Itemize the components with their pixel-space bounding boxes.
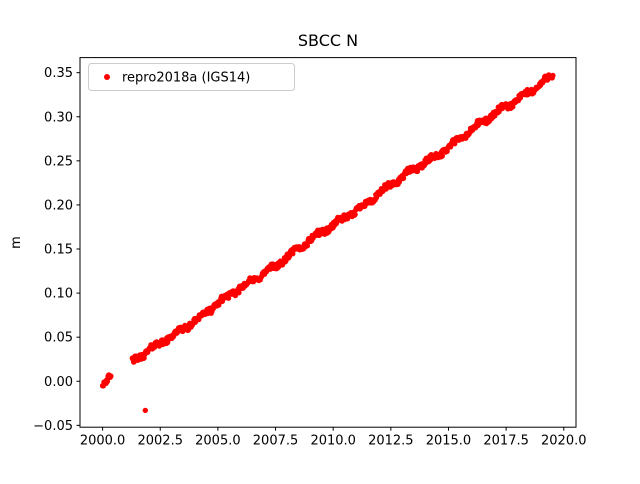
data-point [550,72,556,79]
outlier-point [142,407,148,414]
y-tick-label: −0.05 [33,419,73,434]
x-tick-label: 2002.5 [137,434,183,449]
y-tick-label: 0.00 [44,375,73,390]
y-tick-label: 0.05 [44,331,73,346]
data-point [225,295,232,301]
data-point [290,251,296,257]
plot-area: 2000.0 2002.5 2005.0 2007.5 2010.0 2012.5 2015… [33,57,587,449]
legend-box [88,63,295,91]
data-point [352,211,358,218]
data-point [439,153,445,159]
y-tick-label: 0.25 [44,154,73,169]
x-tick-label: 2020.0 [541,434,587,449]
legend-label: repro2018a (IGS14) [122,71,250,86]
legend-marker-icon [104,74,110,80]
x-tick-label: 2017.5 [483,434,529,449]
y-tick-label: 0.20 [44,198,73,213]
x-tick-label: 2012.5 [368,434,414,449]
y-axis-label: m [9,236,24,249]
x-tick-label: 2010.0 [310,434,356,449]
x-tick-label: 2005.0 [195,434,241,449]
y-tick-label: 0.35 [44,66,73,81]
axes-frame [79,57,577,428]
data-point [236,290,242,296]
y-tick-label: 0.10 [44,287,73,302]
x-tick-label: 2015.0 [426,434,472,449]
y-tick-label: 0.30 [44,110,73,125]
legend: repro2018a (IGS14) [88,63,295,91]
data-point [108,373,114,379]
x-tick-label: 2007.5 [253,434,299,449]
x-tick-label: 2000.0 [80,434,126,449]
chart-title: SBCC N [298,31,358,50]
y-tick-label: 0.15 [44,243,73,258]
data-point [104,378,111,385]
data-point [304,243,311,249]
